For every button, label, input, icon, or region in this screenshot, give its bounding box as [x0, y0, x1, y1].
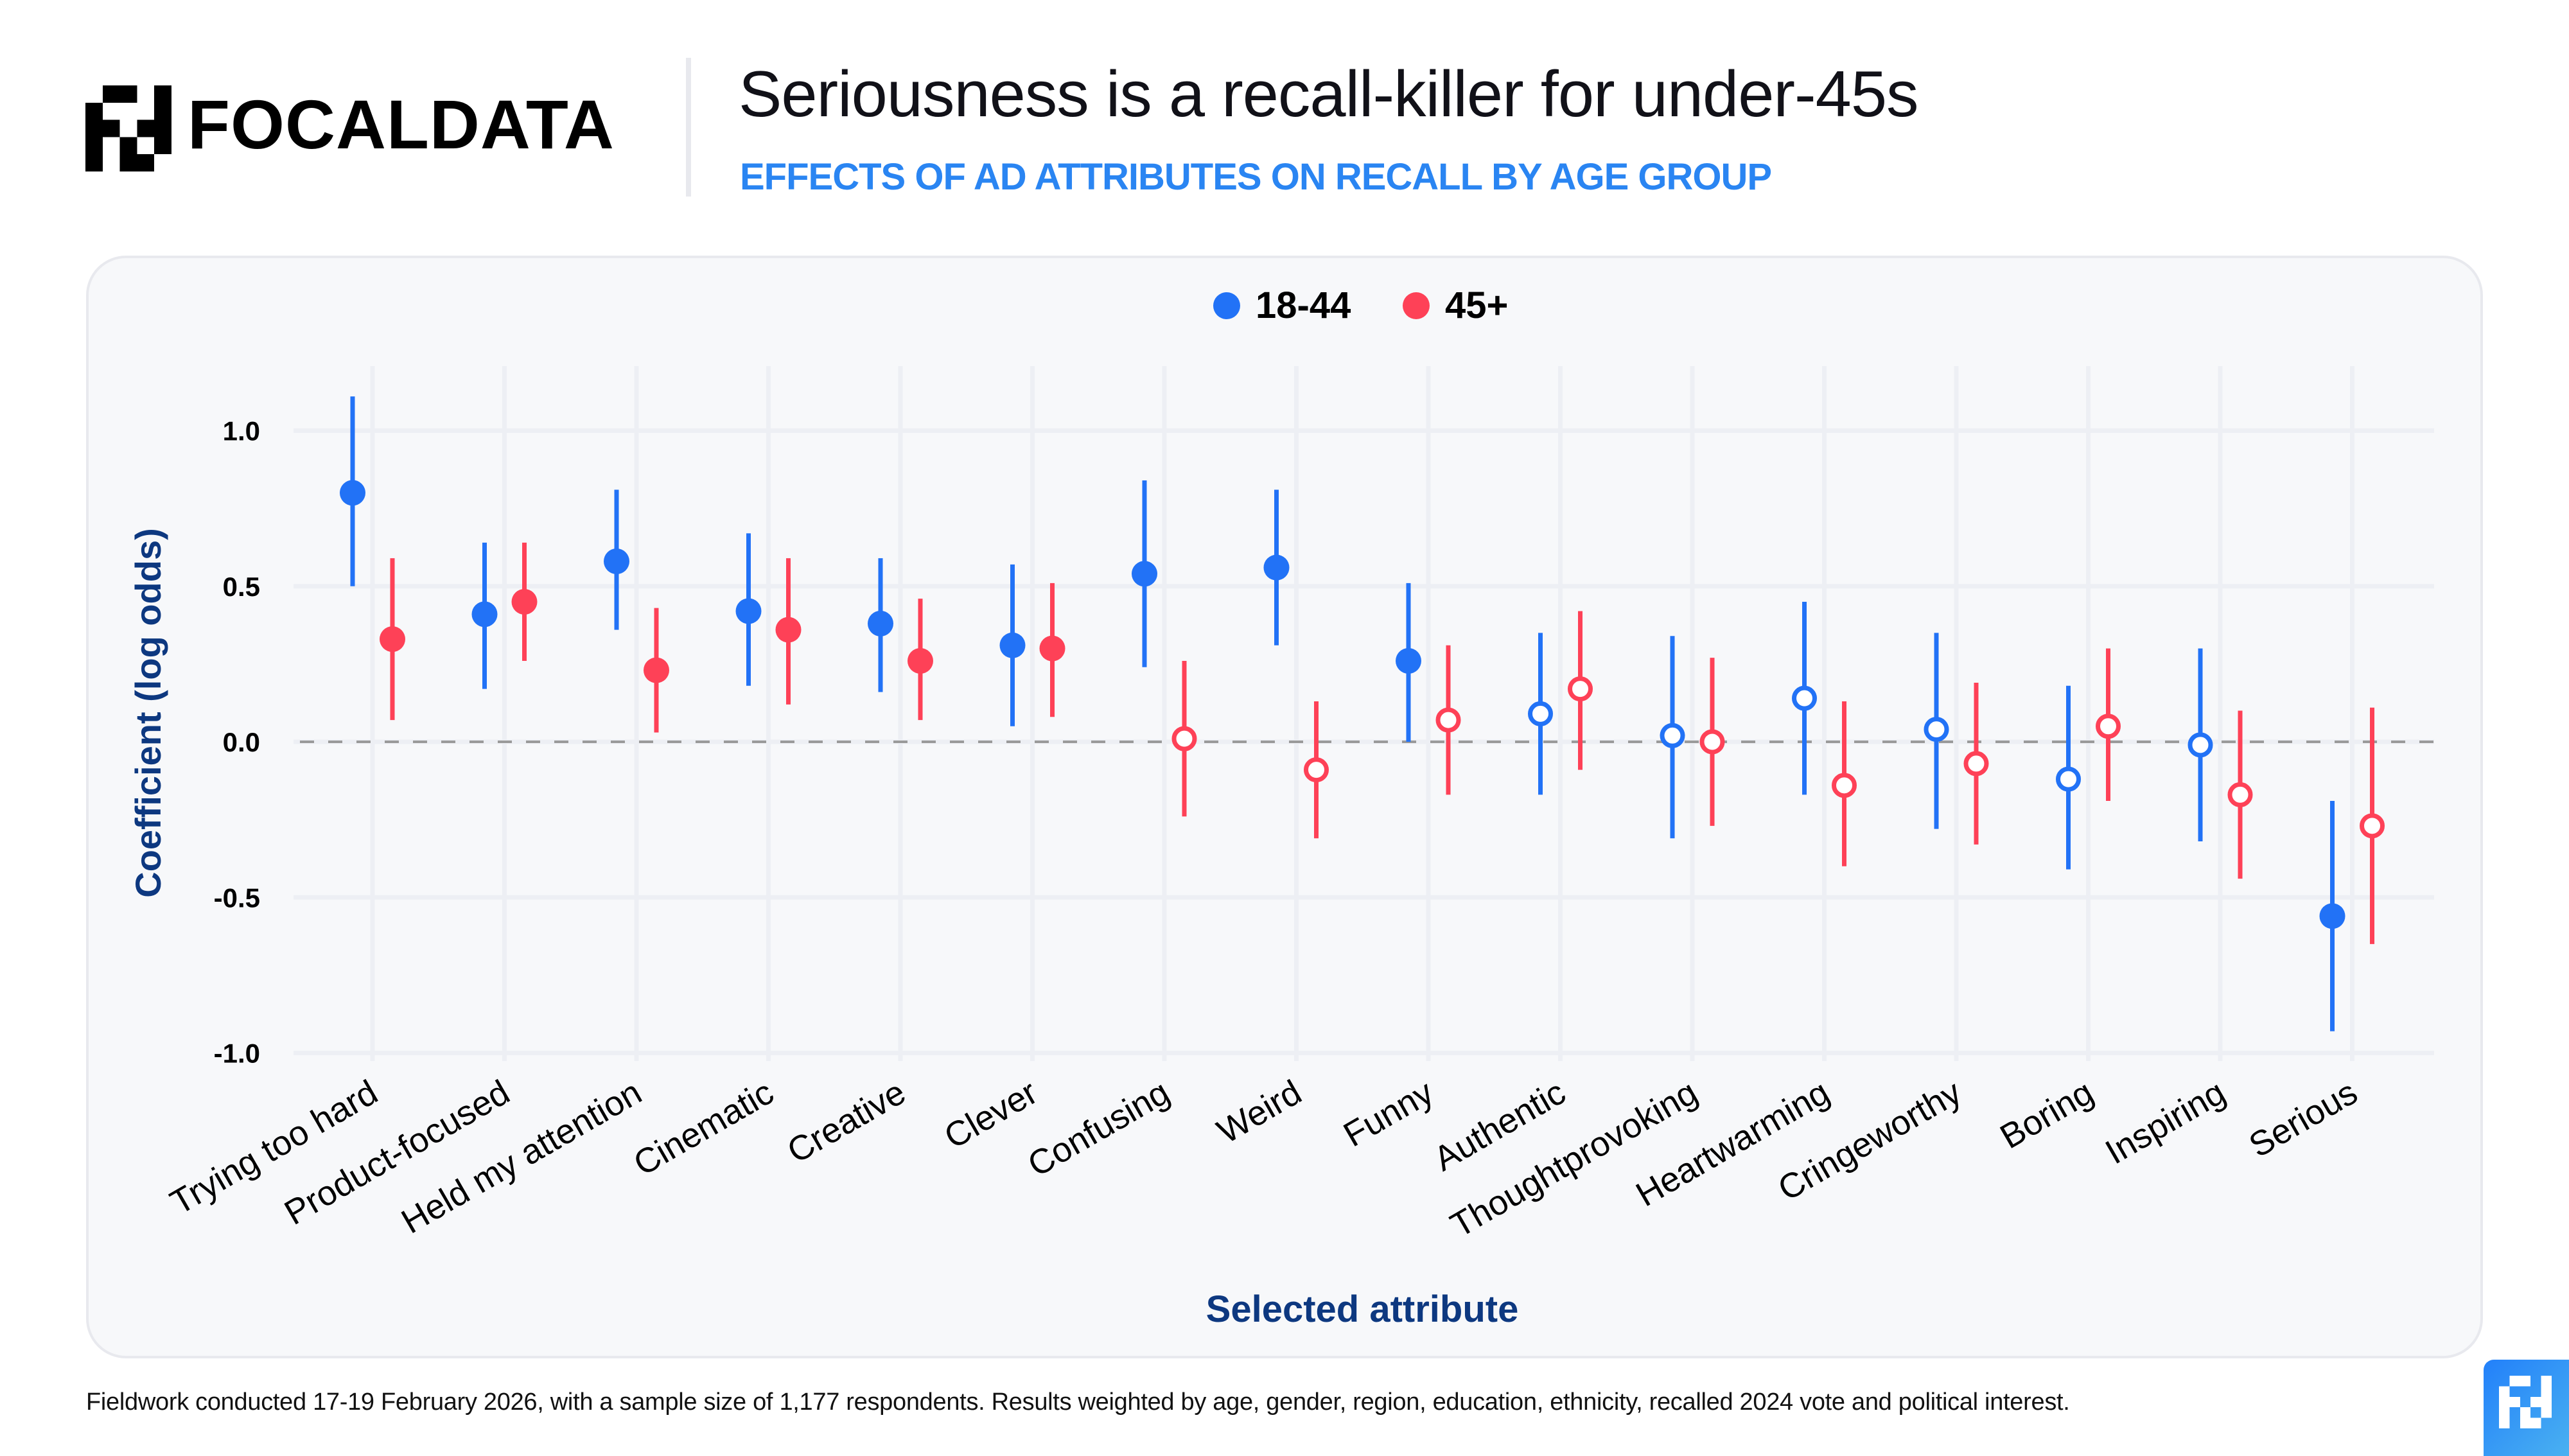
point-marker-filled: [644, 657, 669, 683]
point-marker-filled: [604, 548, 629, 574]
point-marker-hollow: [1699, 729, 1725, 755]
x-tick-label: Held my attention: [395, 1073, 648, 1241]
point-marker-filled: [340, 480, 365, 506]
x-tick-label: Serious: [2243, 1073, 2364, 1165]
x-axis-title: Selected attribute: [1206, 1288, 1519, 1330]
y-tick-label: 1.0: [223, 416, 260, 446]
footnote: Fieldwork conducted 17-19 February 2026,…: [86, 1389, 2070, 1416]
corner-brand-badge: [2484, 1360, 2569, 1456]
point-marker-filled: [511, 588, 538, 615]
series-18-44: [340, 396, 2345, 1031]
x-tick-label: Thoughtprovoking: [1444, 1073, 1704, 1245]
horizontal-gridlines: [294, 428, 2434, 1055]
point-marker-filled: [1396, 648, 1421, 674]
point-marker-hollow: [2227, 782, 2253, 807]
vertical-gridlines: [370, 366, 2354, 1061]
point-marker-filled: [1132, 561, 1157, 587]
point-marker-filled: [907, 648, 933, 674]
point-marker-filled: [2319, 903, 2345, 929]
point-marker-hollow: [1528, 701, 1553, 726]
legend-item-45-plus: 45+: [1403, 286, 1508, 325]
y-tick-label: -0.5: [214, 882, 260, 913]
header-divider: [686, 58, 691, 197]
x-tick-label: Creative: [781, 1073, 912, 1171]
point-marker-filled: [380, 626, 405, 653]
x-tick-label: Clever: [938, 1073, 1044, 1156]
point-marker-hollow: [2188, 732, 2213, 758]
point-marker-hollow: [2096, 714, 2121, 739]
point-marker-hollow: [1171, 726, 1197, 751]
x-tick-label: Confusing: [1021, 1073, 1176, 1184]
point-marker-filled: [1263, 554, 1290, 581]
focaldata-logo-icon: [85, 85, 171, 171]
point-marker-hollow: [1304, 757, 1329, 783]
legend-item-18-44: 18-44: [1213, 286, 1351, 325]
focaldata-logo-icon: [2499, 1376, 2552, 1428]
x-tick-label: Cinematic: [627, 1073, 780, 1183]
series-45-plus: [380, 542, 2385, 944]
point-marker-filled: [868, 610, 893, 636]
legend-marker-45-plus: [1403, 292, 1430, 319]
point-marker-hollow: [1435, 707, 1461, 733]
y-tick-label: 0.5: [223, 572, 260, 602]
y-axis-title: Coefficient (log odds): [128, 528, 168, 898]
x-tick-label: Weird: [1211, 1073, 1308, 1151]
x-tick-label: Funny: [1337, 1073, 1440, 1154]
data-marks: [340, 396, 2385, 1031]
chart-card: [86, 256, 2483, 1358]
y-tick-label: 0.0: [223, 727, 260, 757]
page-title: Seriousness is a recall-killer for under…: [739, 58, 1918, 130]
legend-label-18-44: 18-44: [1256, 285, 1351, 326]
legend-label-45-plus: 45+: [1445, 285, 1509, 326]
x-tick-label: Boring: [1994, 1073, 2100, 1156]
point-marker-hollow: [1832, 773, 1857, 798]
point-marker-hollow: [2056, 766, 2081, 792]
point-marker-hollow: [2360, 813, 2385, 839]
point-marker-hollow: [1792, 685, 1817, 711]
point-marker-filled: [999, 632, 1026, 658]
point-marker-hollow: [1924, 717, 1949, 742]
y-tick-label: -1.0: [214, 1039, 260, 1069]
point-marker-filled: [735, 598, 762, 624]
page-subtitle: EFFECTS OF AD ATTRIBUTES ON RECALL BY AG…: [740, 156, 1772, 198]
brand-wordmark: FOCALDATA: [188, 85, 615, 163]
legend-marker-18-44: [1213, 292, 1240, 319]
point-marker-filled: [775, 617, 802, 643]
point-marker-hollow: [1963, 751, 1989, 776]
point-marker-filled: [1039, 635, 1065, 662]
y-tick-labels: 1.0 0.5 0.0 -0.5 -1.0: [214, 416, 260, 1069]
x-tick-label: Inspiring: [2099, 1073, 2232, 1171]
point-marker-hollow: [1660, 723, 1685, 748]
point-marker-filled: [471, 601, 498, 627]
point-marker-hollow: [1568, 676, 1593, 702]
